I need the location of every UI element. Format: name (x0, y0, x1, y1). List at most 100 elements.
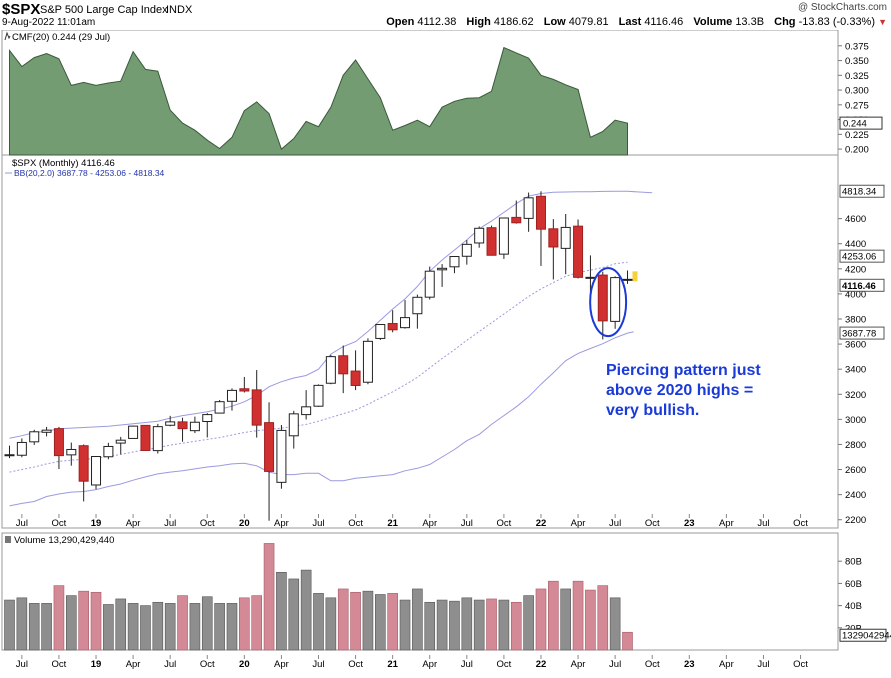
price-ytick-label: 3400 (845, 365, 866, 376)
candle-body (474, 227, 485, 244)
candle-body (424, 270, 435, 298)
candle-body (585, 276, 596, 279)
volume-bar (523, 595, 534, 651)
price-xtick-label: Apr (571, 518, 586, 529)
volume-last-value-label: 13290429440 (842, 631, 891, 642)
high-label: High (466, 16, 491, 28)
exchange-label: INDX (166, 4, 193, 16)
annotation-line: very bullish. (606, 402, 699, 419)
candle-body (152, 426, 163, 452)
candle-body (362, 340, 373, 383)
volume-bar (53, 585, 65, 651)
volume-bar (535, 588, 547, 651)
volume-ytick-label: 80B (845, 557, 862, 568)
price-xtick-label: Jul (164, 518, 176, 529)
candle-body (523, 197, 534, 219)
price-ytick-label: 2400 (845, 490, 866, 501)
candle-body (412, 296, 423, 315)
volume-last-value-box (839, 628, 887, 642)
volume-xtick-label: Apr (571, 659, 586, 670)
candle-body (53, 428, 64, 457)
volume-bar (276, 571, 287, 651)
open-value: 4112.38 (417, 16, 457, 28)
volume-bar (622, 631, 633, 651)
volume-bar (325, 597, 337, 651)
candle-body (66, 448, 77, 456)
ticker-symbol[interactable]: $SPX (2, 1, 41, 18)
volume-bar (177, 595, 188, 651)
bb-lower-band (9, 331, 634, 507)
candle-body (16, 441, 27, 456)
down-arrow-icon: ▼ (878, 17, 887, 27)
candle-body (226, 389, 237, 402)
candle-body (276, 429, 287, 483)
security-name: S&P 500 Large Cap Index (40, 4, 168, 16)
candle-body (301, 406, 312, 416)
cmf-title: CMF(20) 0.244 (29 Jul) (12, 32, 110, 43)
price-ytick-label: 3000 (845, 415, 866, 426)
volume-bar (28, 603, 40, 651)
volume-bar (152, 601, 164, 651)
open-label: Open (386, 16, 415, 28)
price-xtick-label: Apr (274, 518, 289, 529)
cmf-ytick-label: 0.300 (845, 86, 869, 97)
price-marker-label: 4116.46 (842, 281, 876, 292)
volume-xtick-label: Oct (645, 659, 660, 670)
volume-bar (313, 593, 324, 651)
quote-line: Open 4112.38 High 4186.62 Low 4079.81 La… (386, 16, 887, 28)
volume-xtick-label: Apr (719, 659, 734, 670)
last-label: Last (618, 16, 642, 28)
volume-xtick-label: 22 (536, 659, 547, 670)
chart-canvas[interactable]: 0.3750.3500.3250.3000.2750.2500.2250.200… (0, 30, 891, 678)
volume-bar (300, 569, 312, 651)
price-xtick-label: Jul (312, 518, 324, 529)
volume-xtick-label: 20 (239, 659, 250, 670)
cmf-ytick-label: 0.325 (845, 71, 869, 82)
cmf-ytick-label: 0.225 (845, 130, 869, 141)
low-value: 4079.81 (568, 16, 609, 28)
candle-body (177, 421, 188, 430)
candle-body (41, 429, 52, 433)
stockcharts-watermark[interactable]: @ StockCharts.com (797, 2, 887, 13)
volume-bar (486, 598, 497, 651)
volume-bar (350, 591, 361, 651)
volume-bar (473, 599, 485, 651)
volume-bar (362, 590, 374, 651)
cmf-ytick-label: 0.375 (845, 41, 869, 52)
volume-bar (461, 597, 473, 651)
chg-label: Chg (774, 16, 796, 28)
volume-xtick-label: Oct (52, 659, 67, 670)
volume-bar (189, 603, 201, 651)
volume-xtick-label: Apr (274, 659, 289, 670)
price-marker-label: 4818.34 (842, 187, 876, 198)
volume-xtick-label: Oct (793, 659, 808, 670)
volume-bar (66, 595, 77, 651)
volume-bar (263, 543, 275, 651)
price-xtick-label: Jul (461, 518, 473, 529)
last-value: 4116.46 (644, 16, 684, 28)
price-xtick-label: Oct (793, 518, 808, 529)
price-marker-label: 4253.06 (842, 252, 876, 263)
cmf-ytick-label: 0.350 (845, 56, 869, 67)
volume-xtick-label: 23 (684, 659, 695, 670)
candle-body (325, 356, 336, 384)
volume-bar (288, 578, 300, 651)
high-value: 4186.62 (493, 16, 534, 28)
price-xtick-label: Jul (757, 518, 769, 529)
candle-body (610, 277, 621, 322)
candle-body (535, 195, 546, 230)
candle-body (264, 422, 275, 472)
volume-bar (560, 588, 572, 651)
price-xtick-label: Jul (16, 518, 28, 529)
candle-body (375, 324, 386, 339)
volume-xtick-label: Jul (164, 659, 176, 670)
price-ytick-label: 3600 (845, 340, 866, 351)
volume-value: 13.3B (735, 16, 765, 28)
price-xtick-label: 23 (684, 518, 695, 529)
price-ytick-label: 2600 (845, 465, 866, 476)
price-panel-frame (1, 154, 839, 529)
volume-xtick-label: Oct (348, 659, 363, 670)
price-xtick-label: Apr (126, 518, 141, 529)
volume-bar (424, 601, 436, 651)
volume-xtick-label: Jul (461, 659, 473, 670)
